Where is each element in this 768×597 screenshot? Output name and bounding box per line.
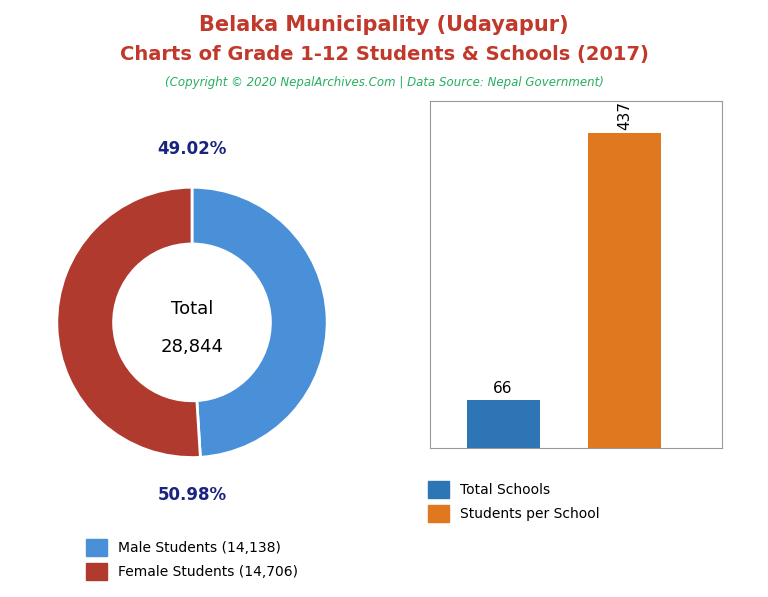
Wedge shape bbox=[57, 187, 200, 457]
Text: 437: 437 bbox=[617, 101, 632, 130]
Bar bbox=[467, 400, 540, 448]
Text: 28,844: 28,844 bbox=[161, 338, 223, 356]
Legend: Total Schools, Students per School: Total Schools, Students per School bbox=[422, 475, 605, 527]
Legend: Male Students (14,138), Female Students (14,706): Male Students (14,138), Female Students … bbox=[81, 534, 303, 586]
Text: Belaka Municipality (Udayapur): Belaka Municipality (Udayapur) bbox=[199, 15, 569, 35]
Wedge shape bbox=[192, 187, 327, 457]
Text: Charts of Grade 1-12 Students & Schools (2017): Charts of Grade 1-12 Students & Schools … bbox=[120, 45, 648, 64]
Bar bbox=[588, 133, 661, 448]
Text: (Copyright © 2020 NepalArchives.Com | Data Source: Nepal Government): (Copyright © 2020 NepalArchives.Com | Da… bbox=[164, 76, 604, 89]
Text: 66: 66 bbox=[493, 381, 513, 396]
Text: 49.02%: 49.02% bbox=[157, 140, 227, 158]
Text: 50.98%: 50.98% bbox=[157, 487, 227, 504]
Text: Total: Total bbox=[170, 300, 214, 318]
